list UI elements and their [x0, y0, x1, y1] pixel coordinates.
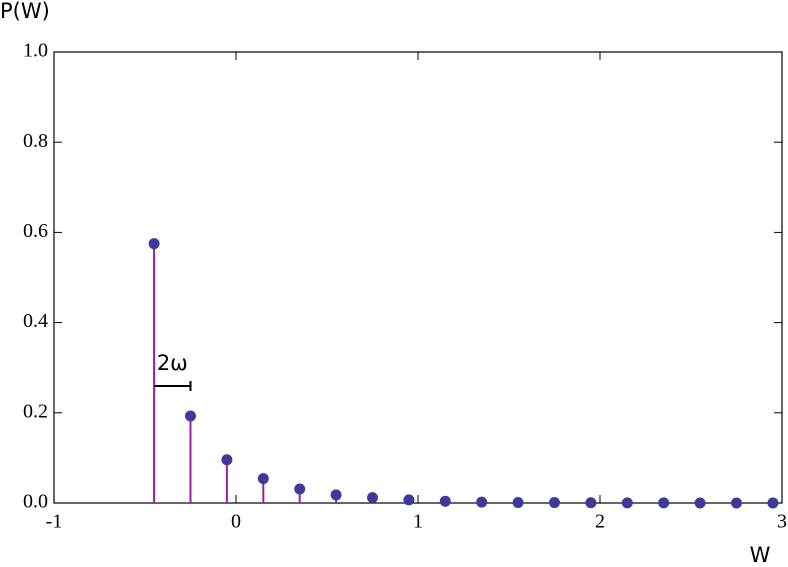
- plot-frame: [53, 51, 783, 504]
- y-tick-label: 0.4: [23, 310, 48, 332]
- point: [476, 496, 488, 508]
- x-tick-label: 0: [231, 511, 241, 533]
- point: [294, 483, 306, 495]
- y-tick-label: 0.0: [23, 491, 48, 513]
- point: [767, 497, 779, 509]
- point: [731, 497, 742, 509]
- point: [621, 497, 633, 509]
- point: [185, 410, 196, 422]
- y-tick-label: 0.2: [23, 400, 48, 422]
- y-tick-label: 1.0: [23, 40, 48, 62]
- point: [367, 492, 378, 504]
- point: [403, 494, 415, 506]
- point: [694, 497, 706, 509]
- point: [257, 473, 269, 485]
- x-tick-label: 1: [413, 511, 423, 533]
- point: [221, 454, 233, 466]
- point: [658, 497, 670, 509]
- x-tick-label: 2: [595, 511, 605, 533]
- point: [330, 489, 342, 501]
- y-axis-label: P(W): [0, 0, 50, 23]
- point: [148, 238, 160, 250]
- annotation: 2ω: [157, 351, 188, 375]
- point: [549, 497, 560, 509]
- x-axis-label: W: [750, 543, 771, 567]
- point: [585, 497, 597, 509]
- x-tick-label: 3: [777, 511, 787, 533]
- x-tick-label: -1: [46, 511, 63, 533]
- y-tick-label: 0.8: [23, 130, 48, 152]
- y-tick-label: 0.6: [23, 220, 48, 242]
- point: [512, 497, 524, 509]
- point: [439, 495, 451, 507]
